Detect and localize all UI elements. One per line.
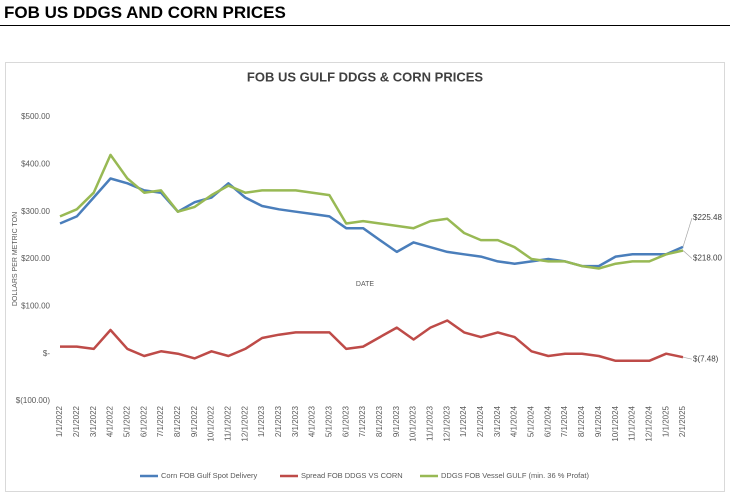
x-tick-label: 1/1/2023 [257, 405, 266, 437]
x-tick-label: 5/1/2023 [325, 405, 334, 437]
x-tick-label: 10/1/2024 [611, 405, 620, 441]
x-tick-label: 6/1/2023 [341, 405, 350, 437]
legend-label: Corn FOB Gulf Spot Delivery [161, 471, 258, 480]
y-tick-label: $- [43, 349, 50, 358]
x-tick-label: 4/1/2023 [308, 405, 317, 437]
y-tick-label: $(100.00) [16, 396, 51, 405]
x-tick-label: 2/1/2024 [476, 405, 485, 437]
annotation-leader [682, 250, 693, 259]
x-tick-label: 3/1/2023 [291, 405, 300, 437]
x-tick-label: 11/1/2024 [628, 405, 637, 441]
x-tick-label: 11/1/2022 [223, 405, 232, 441]
x-tick-label: 7/1/2024 [560, 405, 569, 437]
annotation-leader [682, 217, 693, 248]
x-tick-label: 1/1/2024 [459, 405, 468, 437]
legend-label: DDGS FOB Vessel GULF (min. 36 % Profat) [441, 471, 589, 480]
annotation: $218.00 [693, 254, 722, 263]
x-tick-label: 12/1/2024 [644, 405, 653, 441]
x-tick-label: 1/1/2025 [661, 405, 670, 437]
x-tick-label: 12/1/2023 [442, 405, 451, 441]
y-tick-label: $300.00 [21, 207, 50, 216]
heading: FOB US DDGS AND CORN PRICES [4, 3, 286, 22]
x-axis-label: DATE [356, 281, 374, 288]
x-tick-label: 8/1/2023 [375, 405, 384, 437]
annotation: $225.48 [693, 213, 722, 222]
x-tick-label: 3/1/2024 [493, 405, 502, 437]
x-tick-label: 7/1/2023 [358, 405, 367, 437]
annotation-leader [682, 356, 693, 360]
x-tick-label: 6/1/2022 [139, 405, 148, 437]
x-tick-label: 8/1/2022 [173, 405, 182, 437]
x-tick-label: 11/1/2023 [426, 405, 435, 441]
x-tick-label: 5/1/2024 [527, 405, 536, 437]
x-tick-label: 2/1/2022 [72, 405, 81, 437]
x-tick-label: 12/1/2022 [240, 405, 249, 441]
x-tick-label: 2/1/2023 [274, 405, 283, 437]
x-tick-label: 4/1/2022 [106, 405, 115, 437]
x-tick-label: 9/1/2022 [190, 405, 199, 437]
series-line [60, 319, 684, 363]
y-tick-label: $500.00 [21, 112, 50, 121]
chart-title: FOB US GULF DDGS & CORN PRICES [247, 69, 484, 84]
x-tick-label: 8/1/2024 [577, 405, 586, 437]
x-tick-label: 7/1/2022 [156, 405, 165, 437]
x-tick-label: 2/1/2025 [678, 405, 687, 437]
x-tick-label: 10/1/2022 [207, 405, 216, 441]
x-tick-label: 1/1/2022 [55, 405, 64, 437]
x-tick-label: 9/1/2023 [392, 405, 401, 437]
annotation: $(7.48) [693, 354, 719, 363]
heading-rule [0, 25, 730, 26]
x-tick-label: 9/1/2024 [594, 405, 603, 437]
x-tick-label: 3/1/2022 [89, 405, 98, 437]
y-axis-label: DOLLARS PER METRIC TON [12, 212, 19, 306]
x-tick-label: 10/1/2023 [409, 405, 418, 441]
x-tick-label: 5/1/2022 [122, 405, 131, 437]
y-tick-label: $400.00 [21, 159, 50, 168]
legend-label: Spread FOB DDGS VS CORN [301, 471, 403, 480]
y-tick-label: $100.00 [21, 301, 50, 310]
x-tick-label: 4/1/2024 [510, 405, 519, 437]
series-line [59, 153, 684, 270]
y-tick-label: $200.00 [21, 254, 50, 263]
x-tick-label: 6/1/2024 [543, 405, 552, 437]
chart-frame [5, 62, 725, 492]
